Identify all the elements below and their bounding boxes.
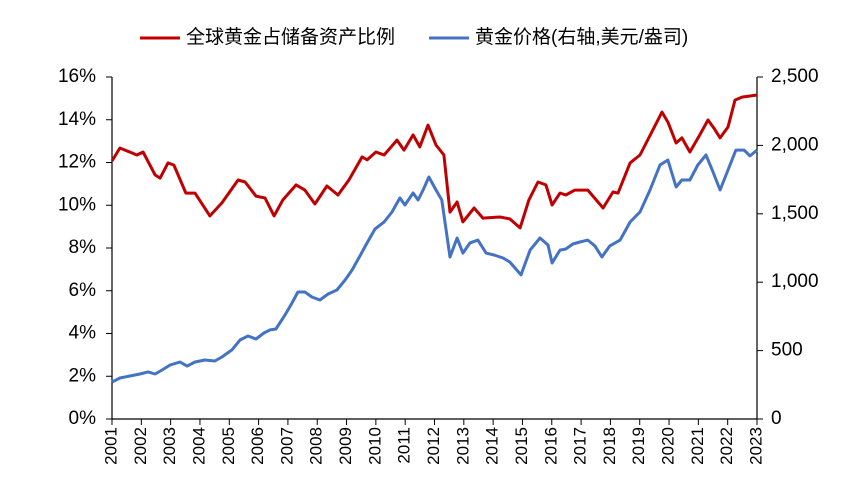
x-tick-label: 2004 bbox=[189, 427, 208, 465]
x-tick-label: 2021 bbox=[688, 427, 707, 465]
y-tick-label: 4% bbox=[69, 323, 97, 344]
x-tick-label: 2019 bbox=[629, 427, 648, 465]
x-tick-label: 2017 bbox=[571, 427, 590, 465]
x-tick-label: 2009 bbox=[336, 427, 355, 465]
y-tick-label: 16% bbox=[58, 66, 96, 87]
y2-tick-label: 0 bbox=[771, 408, 782, 429]
x-tick-label: 2022 bbox=[717, 427, 736, 465]
legend-label: 黄金价格(右轴,美元/盎司) bbox=[475, 26, 688, 48]
y-tick-label: 14% bbox=[58, 109, 96, 130]
y-tick-label: 6% bbox=[69, 280, 97, 301]
x-tick-label: 2005 bbox=[219, 427, 238, 465]
x-tick-label: 2008 bbox=[307, 427, 326, 465]
x-tick-label: 2023 bbox=[746, 427, 765, 465]
x-tick-label: 2016 bbox=[541, 427, 560, 465]
legend-label: 全球黄金占储备资产比例 bbox=[186, 26, 395, 48]
x-tick-label: 2001 bbox=[101, 427, 120, 465]
y2-tick-label: 1,500 bbox=[771, 203, 819, 224]
y2-tick-label: 2,500 bbox=[771, 66, 819, 87]
y-tick-label: 0% bbox=[69, 408, 97, 429]
series-line bbox=[111, 148, 758, 384]
x-tick-label: 2006 bbox=[248, 427, 267, 465]
y2-tick-label: 1,000 bbox=[771, 271, 819, 292]
x-tick-label: 2018 bbox=[600, 427, 619, 465]
y2-tick-label: 500 bbox=[771, 340, 803, 361]
x-tick-label: 2015 bbox=[512, 427, 531, 465]
x-tick-label: 2013 bbox=[453, 427, 472, 465]
y-tick-label: 8% bbox=[69, 237, 97, 258]
y-tick-label: 12% bbox=[58, 152, 96, 173]
x-tick-label: 2007 bbox=[277, 427, 296, 465]
y-tick-label: 2% bbox=[69, 365, 97, 386]
y2-tick-label: 2,000 bbox=[771, 134, 819, 155]
y-tick-label: 10% bbox=[58, 194, 96, 215]
x-tick-label: 2014 bbox=[483, 427, 502, 465]
x-tick-label: 2010 bbox=[365, 427, 384, 465]
x-tick-label: 2003 bbox=[160, 427, 179, 465]
x-tick-label: 2020 bbox=[659, 427, 678, 465]
series-line bbox=[110, 93, 758, 230]
x-tick-label: 2002 bbox=[131, 427, 150, 465]
x-tick-label: 2012 bbox=[424, 427, 443, 465]
x-tick-label: 2011 bbox=[395, 427, 414, 464]
